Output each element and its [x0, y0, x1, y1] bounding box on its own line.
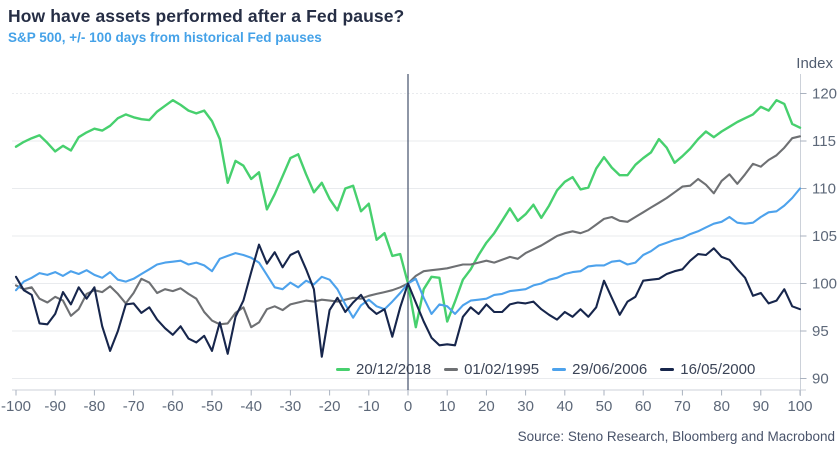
x-tick-label: 20 — [478, 398, 495, 415]
legend-item-1995: 01/02/1995 — [444, 361, 539, 378]
x-tick-label: -10 — [358, 398, 380, 415]
chart-legend: 20/12/2018 01/02/1995 29/06/2006 16/05/2… — [336, 360, 755, 378]
legend-swatch-2000 — [660, 367, 675, 371]
chart-subtitle: S&P 500, +/- 100 days from historical Fe… — [8, 30, 322, 45]
x-tick-label: -90 — [44, 398, 66, 415]
series-line-16-05-2000 — [14, 243, 802, 358]
y-tick-label: 90 — [812, 371, 829, 388]
legend-label-2018: 20/12/2018 — [356, 360, 432, 378]
x-tick-label: 60 — [635, 398, 652, 415]
legend-label-2000: 16/05/2000 — [680, 360, 756, 378]
legend-label-1995: 01/02/1995 — [464, 360, 540, 378]
legend-item-2000: 16/05/2000 — [660, 361, 755, 378]
source-note: Source: Steno Research, Bloomberg and Ma… — [517, 429, 835, 444]
x-tick-label: 100 — [787, 398, 812, 415]
legend-label-2006: 29/06/2006 — [572, 360, 648, 378]
chart-title: How have assets performed after a Fed pa… — [8, 6, 405, 26]
x-tick-label: -30 — [280, 398, 302, 415]
x-tick-label: -70 — [123, 398, 145, 415]
x-tick-label: 10 — [439, 398, 456, 415]
legend-item-2006: 29/06/2006 — [552, 361, 647, 378]
legend-swatch-2018 — [336, 367, 350, 371]
y-tick-label: 95 — [812, 323, 829, 340]
y-tick-label: 100 — [812, 276, 837, 293]
x-tick-label: 40 — [556, 398, 573, 415]
legend-item-2018: 20/12/2018 — [336, 361, 431, 378]
legend-swatch-1995 — [444, 367, 459, 371]
y-tick-label: 115 — [812, 133, 836, 150]
x-tick-label: 50 — [596, 398, 613, 415]
x-tick-label: -80 — [84, 398, 106, 415]
legend-swatch-2006 — [552, 367, 567, 371]
x-tick-label: -100 — [1, 398, 31, 415]
x-tick-label: 80 — [713, 398, 730, 415]
x-tick-label: -40 — [240, 398, 262, 415]
x-tick-label: 90 — [752, 398, 769, 415]
y-tick-label: 110 — [812, 181, 836, 198]
x-tick-label: -50 — [201, 398, 223, 415]
x-tick-label: -60 — [162, 398, 184, 415]
x-tick-label: 30 — [517, 398, 534, 415]
y-tick-label: 105 — [812, 228, 837, 245]
x-tick-label: 70 — [674, 398, 691, 415]
x-tick-label: -20 — [319, 398, 341, 415]
y-tick-label: 120 — [812, 86, 837, 103]
x-tick-label: 0 — [404, 398, 412, 415]
y-axis-title: Index — [796, 55, 833, 72]
